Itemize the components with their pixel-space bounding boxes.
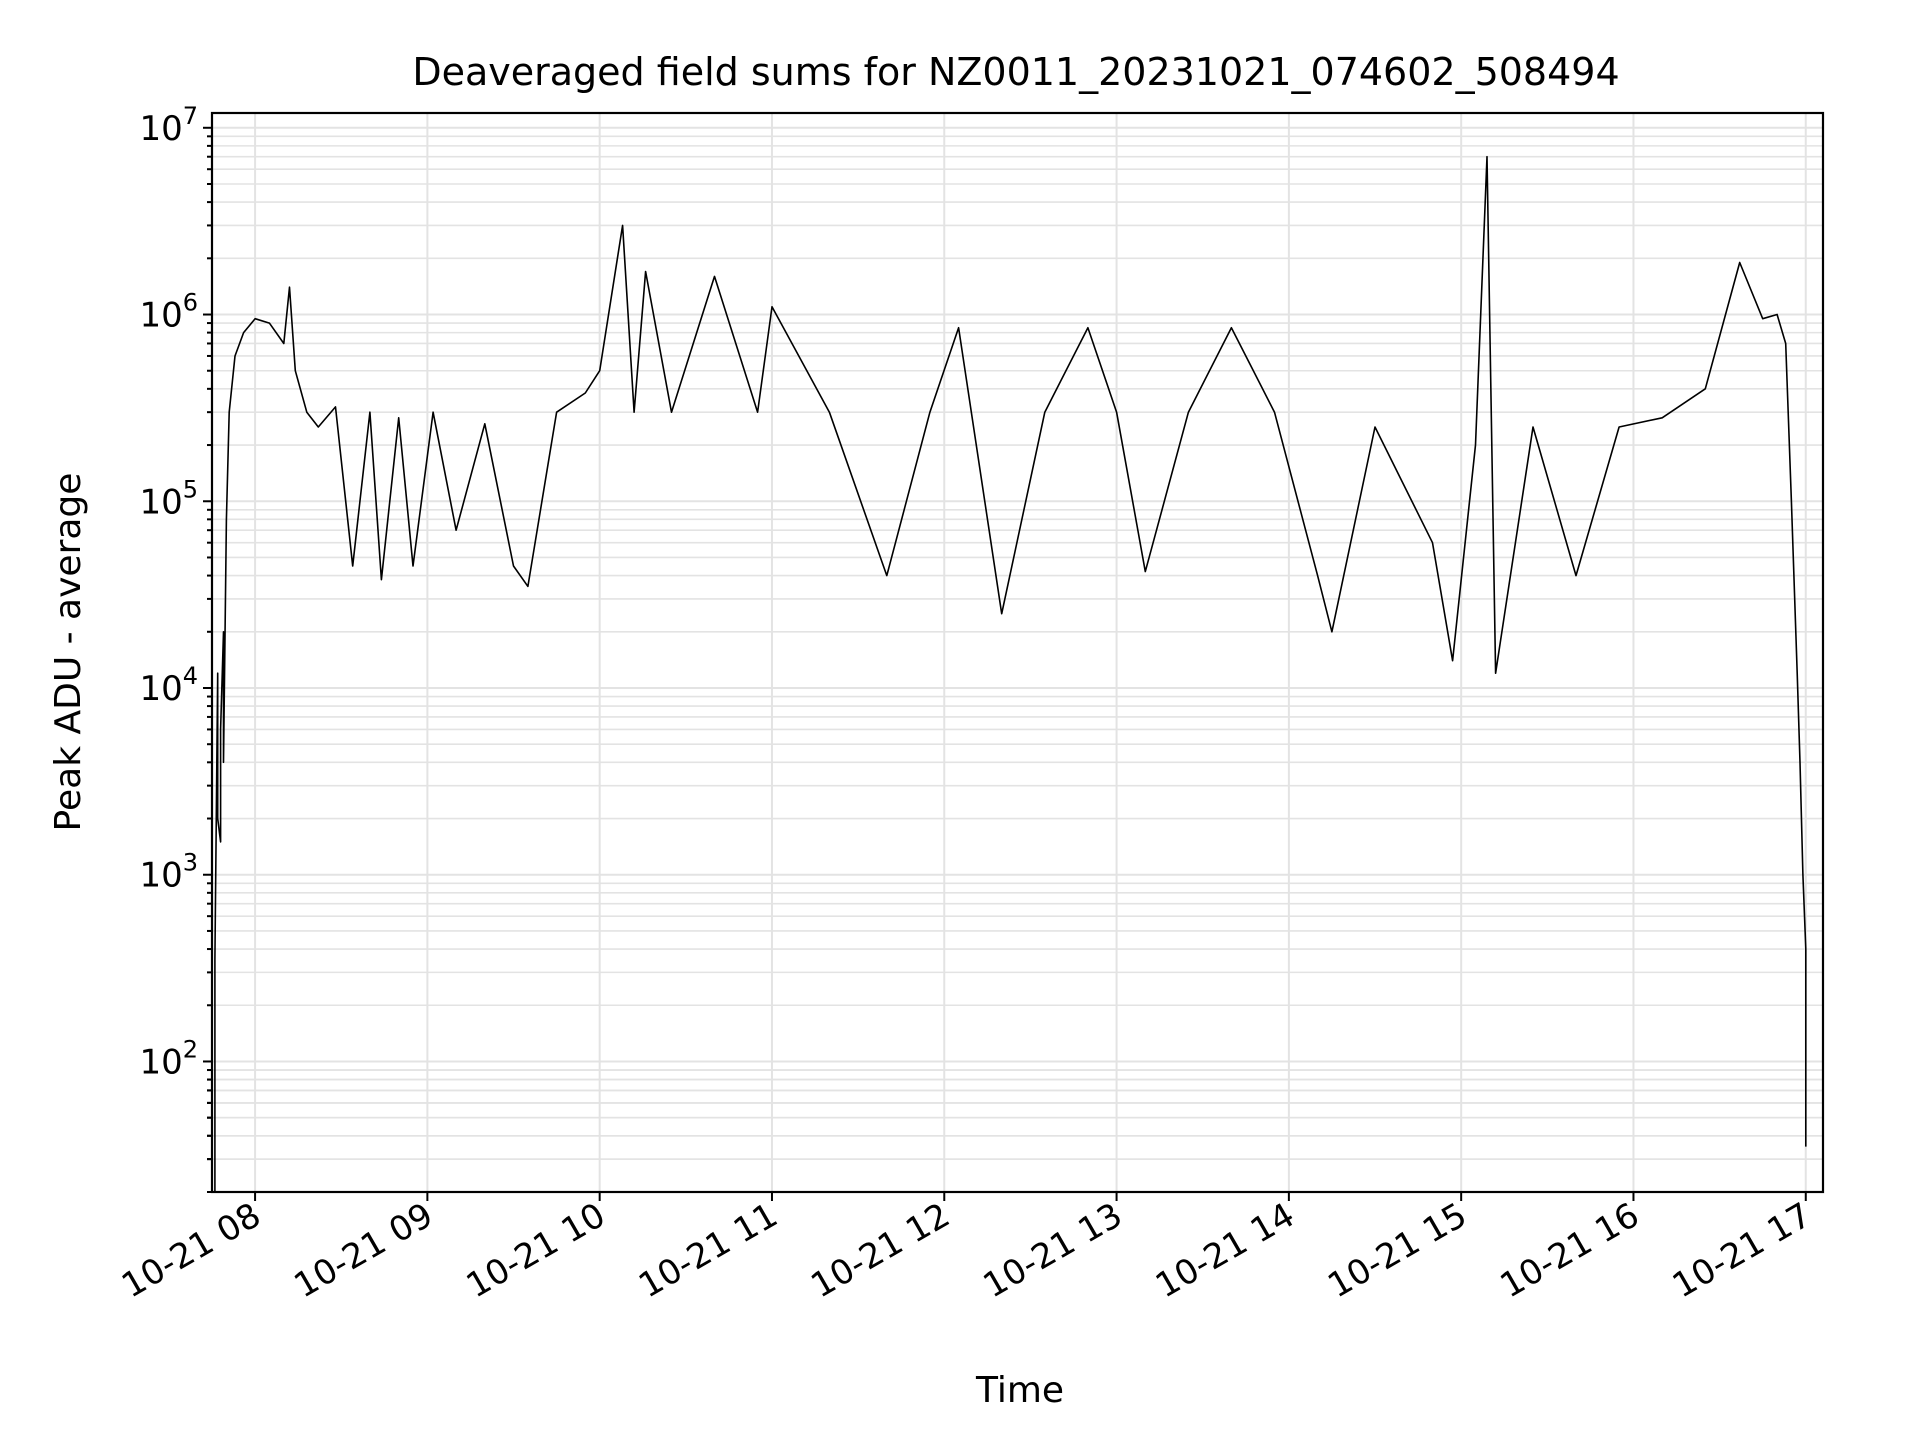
y-tick-exponent: 7 — [183, 102, 198, 130]
y-tick-exponent: 2 — [183, 1035, 198, 1063]
chart-title: Deaveraged field sums for NZ0011_2023102… — [412, 50, 1619, 94]
y-tick-exponent: 4 — [183, 662, 198, 690]
x-tick-label: 10-21 09 — [287, 1195, 439, 1306]
series — [214, 155, 1807, 1192]
y-tick-exponent: 3 — [183, 849, 198, 877]
y-tick-base: 10 — [139, 482, 182, 522]
y-tick-base: 10 — [139, 296, 182, 336]
grid — [212, 113, 1823, 1193]
y-tick-label: 102 — [139, 1035, 198, 1082]
y-tick-base: 10 — [139, 669, 182, 709]
x-axis-label: Time — [975, 1370, 1064, 1411]
x-tick-label: 10-21 11 — [632, 1195, 784, 1306]
plot-frame — [210, 111, 1825, 1194]
y-tick-exponent: 5 — [183, 475, 198, 503]
x-tick-label: 10-21 12 — [804, 1195, 956, 1306]
y-tick-label: 103 — [139, 849, 198, 896]
y-tick-label: 105 — [139, 475, 198, 522]
y-tick-label: 104 — [139, 662, 198, 709]
x-tick-label: 10-21 08 — [115, 1195, 267, 1306]
x-tick-label: 10-21 15 — [1321, 1195, 1473, 1306]
y-tick-base: 10 — [139, 856, 182, 896]
x-tick-label: 10-21 10 — [460, 1195, 612, 1306]
y-tick-base: 10 — [139, 109, 182, 149]
x-tick-label: 10-21 17 — [1666, 1195, 1818, 1306]
series-line — [214, 155, 1807, 1192]
x-tick-label: 10-21 14 — [1149, 1195, 1301, 1306]
x-tick-label: 10-21 13 — [977, 1195, 1129, 1306]
y-axis-label: Peak ADU - average — [48, 473, 89, 832]
y-tick-base: 10 — [139, 1042, 182, 1082]
x-axis: 10-21 08 10-21 09 10-21 10 10-21 11 10-21 12… — [115, 1192, 1818, 1306]
y-tick-label: 106 — [139, 289, 198, 336]
y-tick-exponent: 6 — [183, 289, 198, 317]
x-tick-label: 10-21 16 — [1494, 1195, 1646, 1306]
y-tick-label: 107 — [139, 102, 198, 149]
